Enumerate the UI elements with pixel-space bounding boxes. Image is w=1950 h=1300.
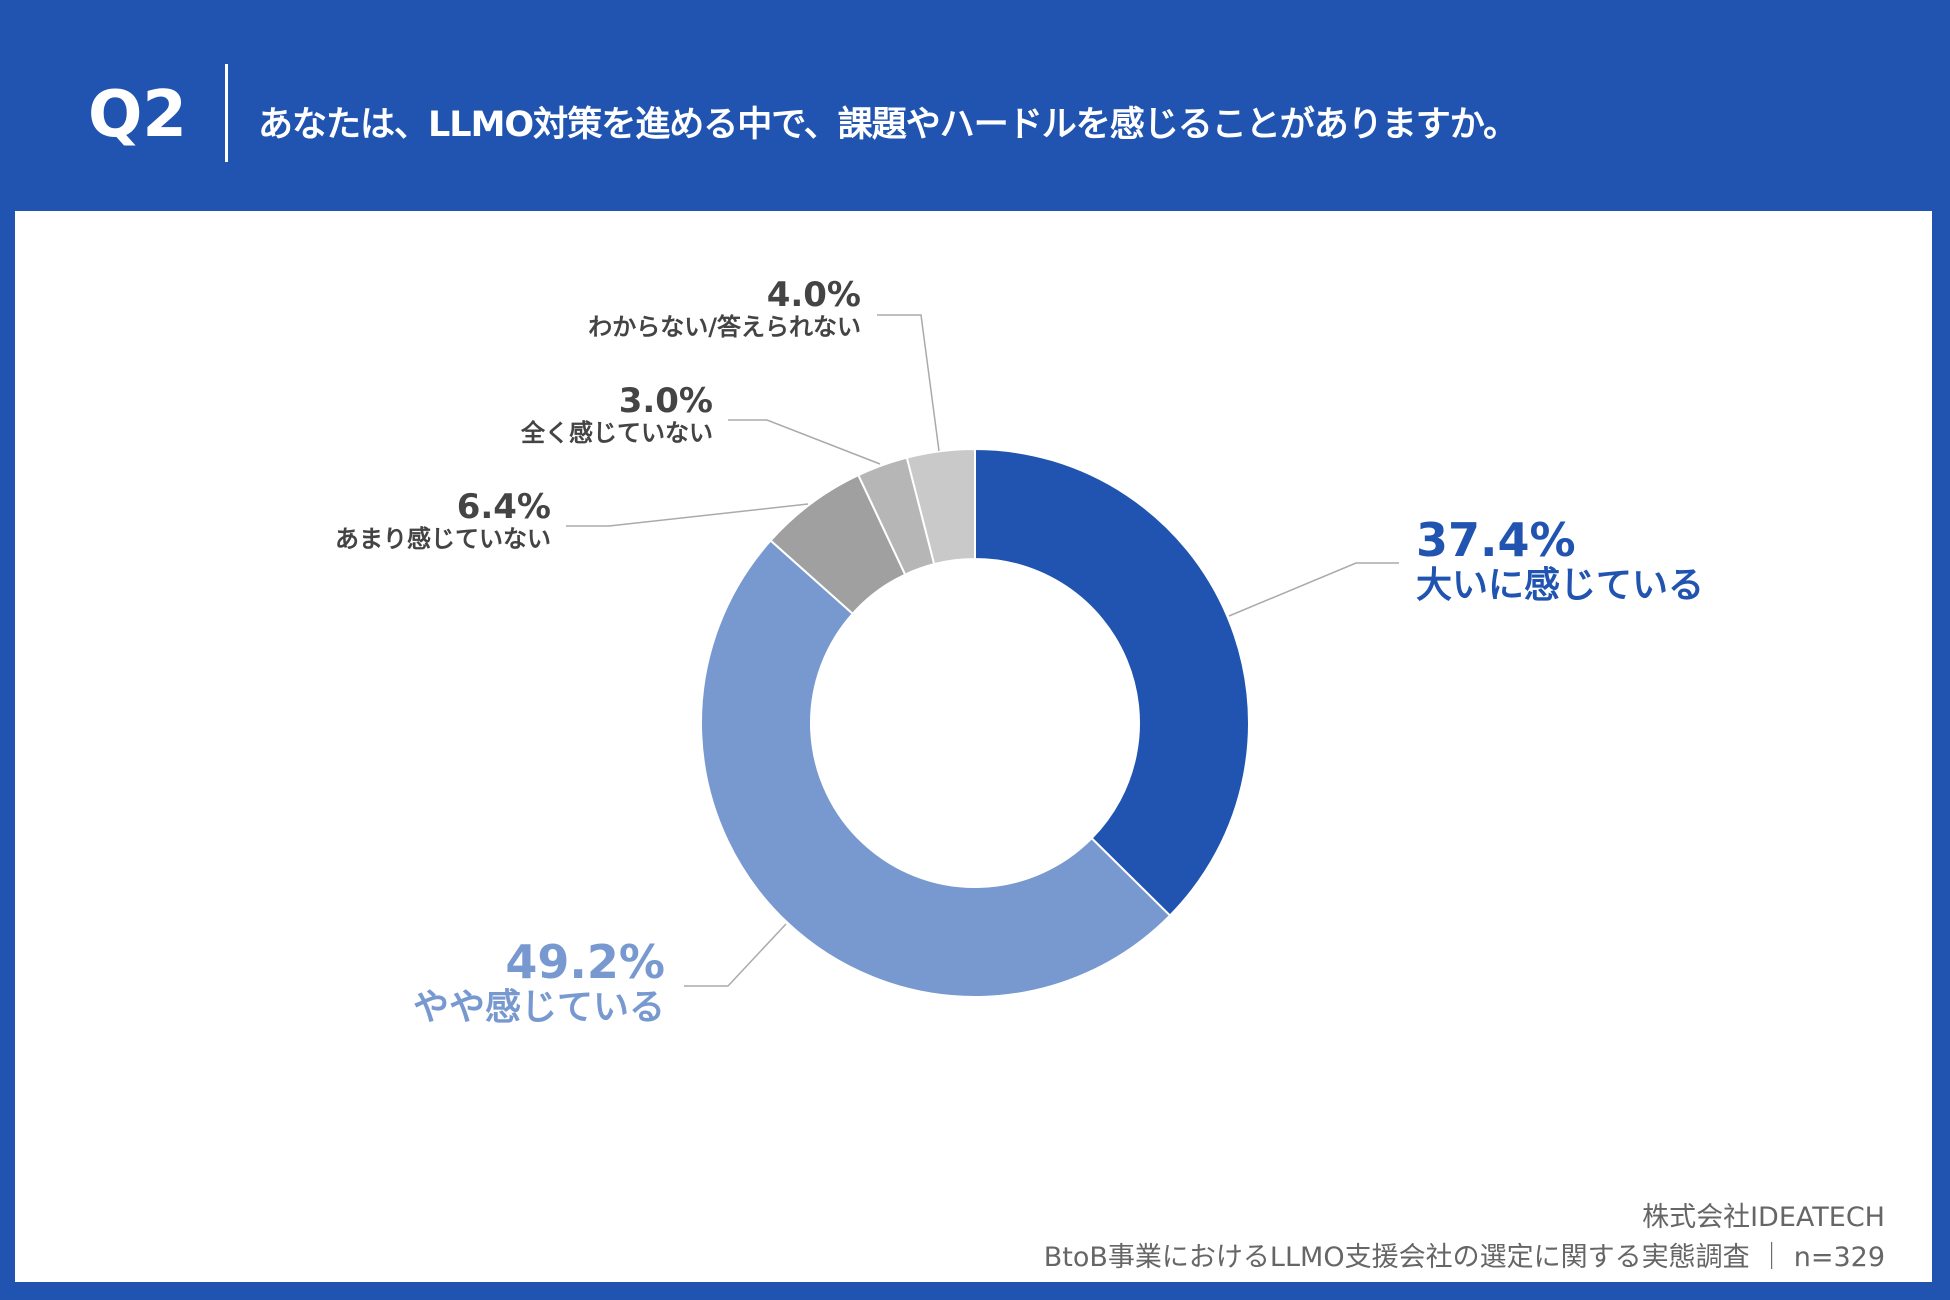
header-divider bbox=[225, 64, 228, 162]
leader-line-0 bbox=[1228, 562, 1399, 617]
footer-company: 株式会社IDEATECH bbox=[1642, 1202, 1885, 1233]
leader-line-4 bbox=[877, 314, 940, 452]
slice-0 bbox=[974, 447, 1250, 917]
footer-source: BtoB事業におけるLLMO支援会社の選定に関する実態調査 ｜ n=329 bbox=[1043, 1242, 1885, 1273]
slice-3-label: 全く感じていない bbox=[521, 419, 713, 448]
label-slice-3: 3.0% 全く感じていない bbox=[521, 381, 713, 448]
header-bar: Q2 あなたは、LLMO対策を進める中で、課題やハードルを感じることがありますか… bbox=[0, 0, 1950, 211]
label-slice-0: 37.4% 大いに感じている bbox=[1416, 515, 1704, 605]
slice-2-percent: 6.4% bbox=[456, 487, 551, 527]
label-slice-1: 49.2% やや感じている bbox=[413, 937, 665, 1027]
slice-0-percent: 37.4% bbox=[1416, 513, 1576, 567]
leader-line-1 bbox=[684, 923, 787, 987]
question-number: Q2 bbox=[88, 78, 187, 152]
slice-0-label: 大いに感じている bbox=[1416, 564, 1705, 606]
slice-4 bbox=[905, 447, 976, 566]
slice-2-label: あまり感じていない bbox=[335, 525, 551, 554]
slice-1 bbox=[700, 539, 1172, 998]
chart-panel bbox=[15, 211, 1932, 1282]
question-text: あなたは、LLMO対策を進める中で、課題やハードルを感じることがありますか。 bbox=[258, 105, 1518, 145]
label-slice-2: 6.4% あまり感じていない bbox=[335, 487, 551, 554]
slice-1-percent: 49.2% bbox=[505, 935, 665, 989]
leader-line-2 bbox=[566, 503, 809, 527]
leader-line-3 bbox=[728, 419, 881, 465]
slice-4-label: わからない/答えられない bbox=[588, 313, 861, 342]
slice-4-percent: 4.0% bbox=[766, 275, 861, 315]
label-slice-4: 4.0% わからない/答えられない bbox=[588, 275, 861, 342]
slice-1-label: やや感じている bbox=[412, 986, 665, 1028]
slice-3-percent: 3.0% bbox=[618, 381, 713, 421]
